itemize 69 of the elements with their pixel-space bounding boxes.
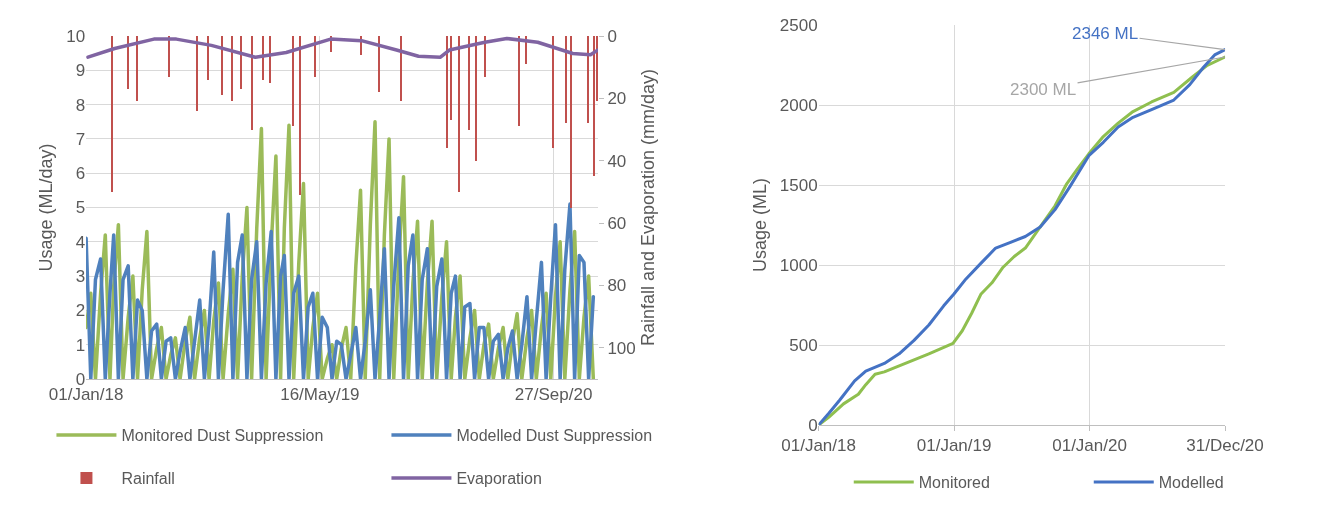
bar [484,36,487,77]
x-tick-label: 16/May/19 [280,385,360,405]
y2-axis-title: Rainfall and Evaporation (mm/day) [637,68,658,347]
bar [127,36,130,89]
bar [400,36,403,101]
y2-tick-label: 80 [607,276,627,296]
bar [221,36,224,95]
bar [269,36,272,83]
y-axis-title: Usage (ML/day) [36,143,57,272]
bar [552,36,555,148]
annotation: 2300 ML [1010,80,1077,99]
annotation: 2346 ML [1072,24,1139,43]
bar [565,36,568,123]
x-tick-label: 27/Sep/20 [514,385,593,405]
y-tick-label: 3 [75,267,86,287]
bar [314,36,317,77]
line-series [86,36,598,59]
y-tick-label: 7 [75,129,86,149]
x-tick-label: 01/Jan/18 [781,436,856,456]
y-tick-label: 8 [75,95,86,115]
legend-label: Modelled [1158,474,1224,492]
bar [292,36,295,126]
y2-tick-label: 100 [607,338,636,358]
legend-label: Monitored [918,474,990,492]
bar [196,36,199,111]
bar [136,36,139,101]
legend-label: Monitored Dust Suppression [121,427,324,445]
bar [518,36,521,126]
line-series [86,202,596,379]
y-tick-label: 1000 [779,255,818,275]
bar [240,36,243,89]
bar [587,36,590,123]
bar [262,36,265,80]
bar [570,36,573,208]
legend-label: Rainfall [121,470,175,488]
bar [450,36,453,120]
y-tick-label: 0 [808,415,818,435]
y-tick-label: 500 [789,335,818,355]
x-tick-label: 01/Jan/20 [1052,436,1127,456]
bar [251,36,254,130]
legend-label: Modelled Dust Suppression [456,427,653,445]
y-tick-label: 1500 [779,175,818,195]
bar [593,36,596,176]
y-tick-label: 1 [75,335,86,355]
bar [299,36,302,195]
bar [231,36,234,101]
bar [111,36,114,192]
x-tick-label: 01/Jan/19 [916,436,992,456]
y2-tick-label: 60 [607,214,627,234]
y2-tick-label: 40 [607,151,627,171]
bar [207,36,210,80]
y-tick-label: 4 [75,232,86,252]
bar [475,36,478,161]
y-tick-label: 10 [66,26,86,46]
y-tick-label: 2000 [779,95,818,115]
y-tick-label: 5 [75,198,86,218]
y2-tick-label: 0 [607,26,617,46]
y-tick-label: 6 [75,164,86,184]
bar [468,36,471,130]
legend-label: Evaporation [456,470,542,488]
y-axis-title: Usage (ML) [750,177,770,273]
y-tick-label: 2 [75,301,86,321]
x-tick-label: 31/Dec/20 [1186,436,1264,456]
y-tick-label: 2500 [779,15,818,35]
bar [446,36,449,148]
y-tick-label: 9 [75,61,86,81]
y2-tick-label: 20 [607,89,627,109]
bar [378,36,381,92]
bar [458,36,461,192]
